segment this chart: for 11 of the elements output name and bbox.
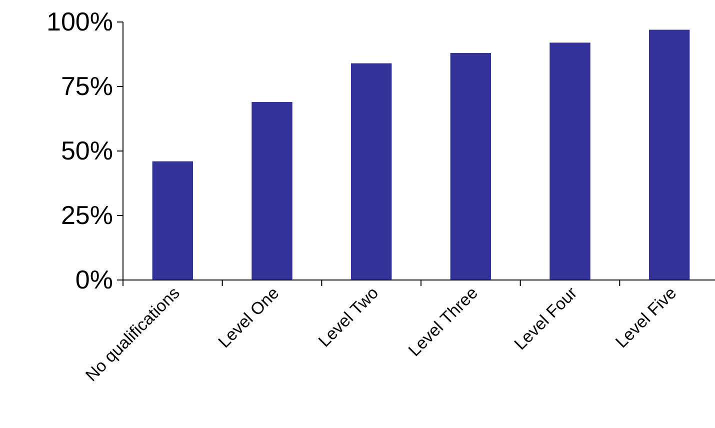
y-tick-label: 50% [60, 135, 113, 166]
y-tick-label: 75% [60, 70, 113, 101]
y-tick-label: 0% [75, 264, 113, 294]
y-tick-label: 25% [60, 200, 113, 230]
bar [350, 63, 392, 280]
bar [252, 102, 292, 280]
bar [648, 30, 690, 280]
bar [450, 52, 492, 280]
y-tick-label: 100% [46, 6, 113, 36]
bar [152, 161, 194, 280]
bar [550, 42, 590, 280]
